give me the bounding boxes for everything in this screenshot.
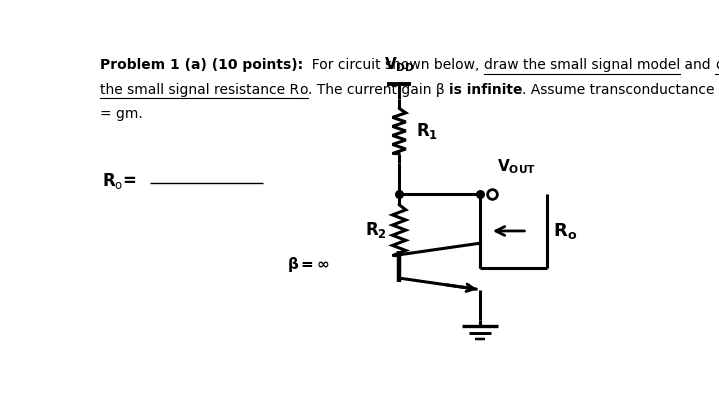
Text: Problem 1 (a) (10 points):: Problem 1 (a) (10 points): xyxy=(100,58,303,72)
Text: and: and xyxy=(680,58,715,72)
Text: For circuit shown below,: For circuit shown below, xyxy=(303,58,484,72)
Text: derive: derive xyxy=(715,58,719,72)
Text: = gm.: = gm. xyxy=(100,107,142,121)
Text: $\mathbf{R_1}$: $\mathbf{R_1}$ xyxy=(416,121,438,141)
Text: o: o xyxy=(299,83,308,96)
Text: the small signal resistance R: the small signal resistance R xyxy=(100,83,299,96)
Text: R$_\mathrm{o}$=: R$_\mathrm{o}$= xyxy=(102,171,137,191)
Text: $\mathbf{V_{OUT}}$: $\mathbf{V_{OUT}}$ xyxy=(497,158,536,176)
Text: draw the small signal model: draw the small signal model xyxy=(484,58,680,72)
Text: . The current gain β: . The current gain β xyxy=(308,83,449,96)
Text: $\mathbf{R_2}$: $\mathbf{R_2}$ xyxy=(365,220,387,240)
Text: . Assume transconductance of the BJT: . Assume transconductance of the BJT xyxy=(522,83,719,96)
Text: $\mathbf{\beta{=}\infty}$: $\mathbf{\beta{=}\infty}$ xyxy=(286,255,329,274)
Text: is infinite: is infinite xyxy=(449,83,522,96)
Text: $\mathbf{R_o}$: $\mathbf{R_o}$ xyxy=(554,221,577,241)
Text: $\mathbf{V_{DD}}$: $\mathbf{V_{DD}}$ xyxy=(384,56,415,75)
